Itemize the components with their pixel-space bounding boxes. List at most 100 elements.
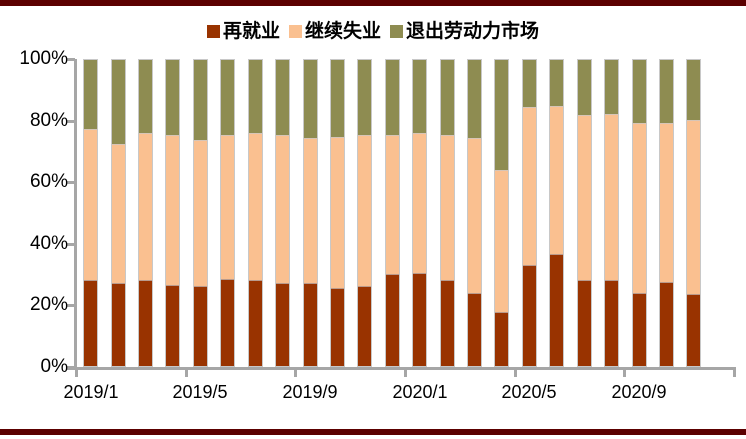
x-axis-tick [623,367,626,377]
bar-segment-reemployment [605,280,618,366]
x-axis-tick [294,367,297,377]
legend-label-exit-labor-market: 退出劳动力市场 [406,20,540,42]
bar-segment-continued-unemployment [468,138,481,293]
bar-segment-exit-labor-market [331,60,344,137]
bar-segment-continued-unemployment [331,136,344,288]
bar-segment-continued-unemployment [194,139,207,287]
bar-segment-reemployment [578,280,591,366]
bar-column-2020-1 [412,59,427,367]
bar-segment-exit-labor-market [523,60,536,108]
bar-segment-continued-unemployment [633,122,646,293]
x-axis-line [67,367,735,370]
bar-segment-continued-unemployment [441,134,454,281]
bar-segment-exit-labor-market [386,60,399,135]
bar-segment-reemployment [249,280,262,366]
y-axis-label: 100% [19,48,68,69]
x-axis-label: 2019/9 [282,382,338,402]
bar-column-2020-10 [659,59,674,367]
bar-segment-reemployment [112,283,125,366]
bar-column-2019-12 [385,59,400,367]
bar-segment-continued-unemployment [523,107,536,265]
legend-label-continued-unemployment: 继续失业 [304,20,381,42]
y-axis-tick [67,58,75,61]
bar-segment-exit-labor-market [358,60,371,135]
legend-item-reemployment: 再就业 [206,20,280,42]
bar-segment-reemployment [523,265,536,366]
bar-segment-exit-labor-market [468,60,481,139]
x-axis-tick [185,367,188,377]
bar-segment-exit-labor-market [550,60,563,106]
bar-column-2019-6 [220,59,235,367]
legend-item-continued-unemployment: 继续失业 [288,20,381,42]
y-axis-label: 80% [29,110,68,131]
bar-segment-continued-unemployment [550,105,563,255]
plot-area [77,59,735,367]
legend-swatch-reemployment [206,24,220,38]
bar-segment-continued-unemployment [413,133,426,273]
bar-column-2020-9 [632,59,647,367]
bar-segment-continued-unemployment [358,134,371,287]
bar-segment-exit-labor-market [84,60,97,129]
bar-segment-reemployment [276,283,289,366]
y-axis-tick [67,243,75,246]
legend-item-exit-labor-market: 退出劳动力市场 [390,20,539,42]
bar-segment-reemployment [358,286,371,366]
y-axis-label: 40% [29,233,68,254]
bar-segment-reemployment [413,272,426,366]
bar-segment-continued-unemployment [276,134,289,284]
x-axis-label: 2019/1 [63,382,119,402]
bar-segment-exit-labor-market [221,60,234,135]
bar-segment-reemployment [468,292,481,366]
y-axis-tick [67,181,75,184]
x-axis-tick [733,367,736,377]
bar-segment-reemployment [687,294,700,366]
bar-segment-continued-unemployment [495,170,508,313]
bar-segment-continued-unemployment [386,134,399,275]
bar-segment-exit-labor-market [194,60,207,140]
bar-segment-exit-labor-market [633,60,646,123]
bar-segment-reemployment [633,292,646,366]
bar-segment-reemployment [194,286,207,366]
bar-column-2019-11 [357,59,372,367]
bar-column-2019-10 [330,59,345,367]
x-axis-label: 2020/1 [392,382,448,402]
bar-segment-exit-labor-market [687,60,700,120]
bar-segment-reemployment [441,280,454,366]
top-rule [0,0,746,6]
legend-label-reemployment: 再就业 [222,20,280,42]
bar-column-2019-9 [303,59,318,367]
y-axis-label: 20% [29,294,68,315]
bar-column-2019-8 [275,59,290,367]
legend-swatch-continued-unemployment [288,24,302,38]
x-axis-label: 2020/9 [611,382,667,402]
bar-segment-continued-unemployment [166,134,179,285]
bar-column-2020-2 [440,59,455,367]
bar-segment-exit-labor-market [304,60,317,139]
bar-segment-continued-unemployment [249,133,262,281]
y-axis-line [74,59,77,370]
bar-segment-exit-labor-market [112,60,125,145]
bar-segment-exit-labor-market [139,60,152,134]
bar-segment-exit-labor-market [578,60,591,116]
bar-segment-exit-labor-market [166,60,179,135]
chart-legend: 再就业 继续失业 退出劳动力市场 [0,20,746,42]
bar-column-2019-7 [248,59,263,367]
bar-segment-reemployment [550,254,563,366]
x-axis-label: 2019/5 [172,382,228,402]
bar-column-2020-4 [494,59,509,367]
bar-segment-reemployment [84,280,97,366]
bar-segment-continued-unemployment [687,119,700,295]
bar-column-2019-1 [83,59,98,367]
bar-segment-continued-unemployment [304,138,317,284]
bar-column-2019-4 [165,59,180,367]
bar-segment-reemployment [386,274,399,366]
bar-column-2019-5 [193,59,208,367]
bar-column-2020-8 [604,59,619,367]
bar-column-2020-3 [467,59,482,367]
bar-segment-exit-labor-market [441,60,454,135]
y-axis-tick [67,120,75,123]
x-axis-tick [75,367,78,377]
bar-segment-exit-labor-market [276,60,289,135]
bar-segment-continued-unemployment [84,128,97,281]
